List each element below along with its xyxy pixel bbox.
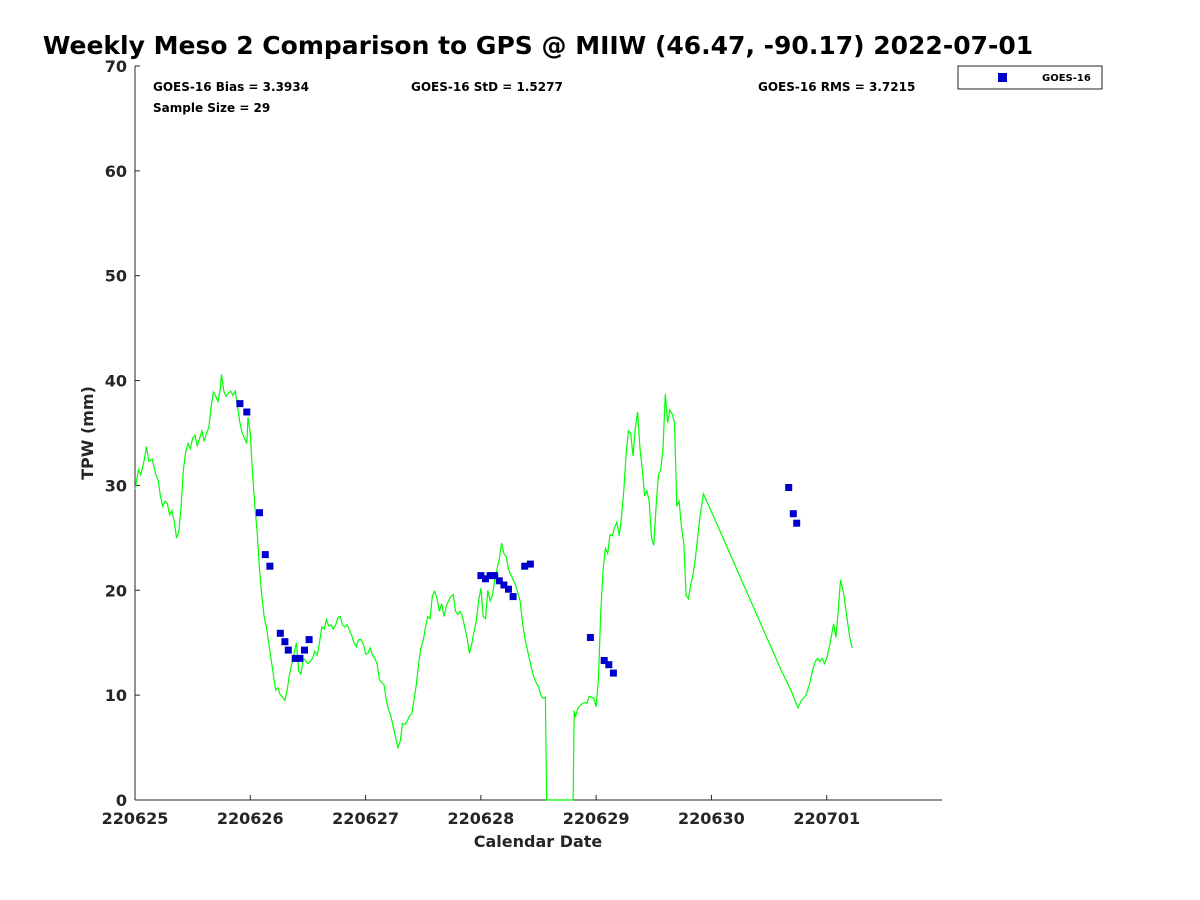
x-tick-label: 220629: [563, 809, 630, 828]
legend-label-goes16: GOES-16: [1042, 73, 1091, 84]
goes16-point: [793, 519, 801, 527]
goes16-point: [495, 577, 503, 585]
stat-std: GOES-16 StD = 1.5277: [411, 80, 563, 94]
goes16-point: [256, 509, 263, 517]
goes16-point: [586, 634, 594, 641]
y-tick-label: 20: [105, 581, 127, 600]
goes16-point: [491, 572, 499, 580]
goes16-point: [505, 585, 512, 593]
x-tick-label: 220625: [102, 809, 169, 828]
goes16-point: [305, 636, 313, 644]
series-layer: [134, 374, 853, 801]
x-tick-label: 220628: [447, 809, 514, 828]
goes16-point: [301, 646, 308, 654]
goes16-point: [281, 638, 289, 646]
goes16-point: [266, 562, 274, 570]
goes16-point: [477, 572, 485, 580]
stat-bias: GOES-16 Bias = 3.3934: [153, 80, 309, 94]
y-tick-label: 10: [105, 686, 127, 705]
x-tick-label: 220701: [793, 809, 860, 828]
legend: GOES-16: [957, 65, 1103, 90]
x-tick-label: 220626: [217, 809, 284, 828]
y-tick-label: 60: [105, 162, 127, 181]
goes16-point: [521, 562, 529, 570]
chart-title: Weekly Meso 2 Comparison to GPS @ MIIW (…: [43, 31, 1033, 60]
goes16-point: [605, 661, 613, 669]
stat-sample-size: Sample Size = 29: [153, 101, 270, 115]
goes16-point: [509, 593, 517, 601]
goes16-point: [600, 657, 608, 664]
y-tick-label: 40: [105, 372, 127, 391]
x-axis-ticks: 220625 220626 220627 220628 220629 220630 2207…: [102, 795, 860, 828]
x-tick-label: 220630: [678, 809, 745, 828]
y-tick-label: 30: [105, 476, 127, 495]
y-axis-label: TPW (mm): [78, 386, 97, 480]
goes16-point: [486, 572, 494, 580]
goes16-point: [236, 400, 244, 408]
gps-series-line: [134, 374, 853, 801]
legend-box: [957, 65, 1103, 90]
y-tick-label: 50: [105, 267, 127, 286]
goes16-point: [276, 629, 284, 637]
y-tick-label: 0: [116, 791, 127, 810]
goes16-point: [789, 510, 797, 518]
stat-rms: GOES-16 RMS = 3.7215: [758, 80, 915, 94]
goes16-point: [261, 551, 269, 559]
goes16-point: [296, 654, 304, 662]
x-axis-label: Calendar Date: [474, 832, 603, 851]
y-axis-ticks: 0 10 20 30 40 50 60 70: [105, 57, 140, 810]
goes16-point: [500, 581, 508, 589]
goes16-point: [243, 408, 251, 416]
goes16-point: [609, 669, 617, 677]
goes16-point: [526, 560, 534, 568]
legend-marker-goes16: [998, 73, 1007, 82]
x-tick-label: 220627: [332, 809, 399, 828]
plot-area: [135, 66, 942, 800]
goes16-point: [284, 646, 292, 654]
goes16-point: [785, 484, 793, 491]
y-tick-label: 70: [105, 57, 127, 76]
goes16-point: [482, 575, 489, 583]
goes16-point: [291, 654, 299, 662]
